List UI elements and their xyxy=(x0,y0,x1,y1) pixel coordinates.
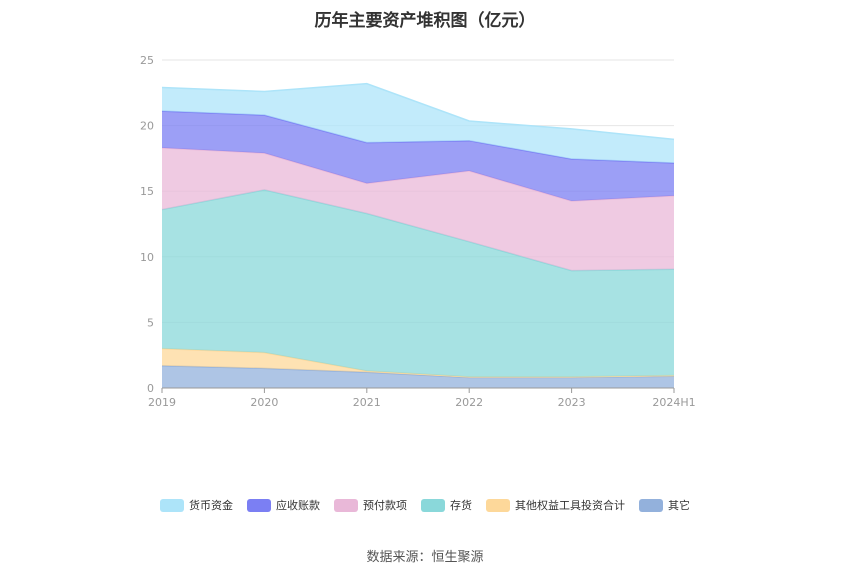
y-tick-label: 5 xyxy=(147,316,154,329)
x-tick-label: 2024H1 xyxy=(652,396,695,409)
stacked-area-chart: 0 5 10 15 20 25 2019 2020 2021 2022 2023 2024H1 xyxy=(140,54,696,409)
legend-swatch xyxy=(160,498,184,512)
legend-item[interactable]: 其它 xyxy=(639,497,690,513)
legend-label: 预付款项 xyxy=(363,499,407,512)
area-series-2 xyxy=(162,189,674,377)
y-tick-label: 25 xyxy=(140,54,154,67)
legend-label: 货币资金 xyxy=(189,499,233,512)
legend-item[interactable]: 其他权益工具投资合计 xyxy=(486,497,625,513)
legend-label: 存货 xyxy=(450,499,472,512)
y-tick-label: 20 xyxy=(140,120,154,133)
legend-swatch xyxy=(639,498,663,512)
legend-item[interactable]: 存货 xyxy=(421,497,472,513)
area-series-4 xyxy=(162,111,674,202)
y-tick-label: 15 xyxy=(140,185,154,198)
area-series-line-5 xyxy=(161,82,675,141)
legend-swatch xyxy=(247,498,271,512)
chart-title: 历年主要资产堆积图（亿元） xyxy=(314,11,536,31)
area-series xyxy=(161,82,675,388)
area-series-3 xyxy=(162,147,674,271)
x-tick-label: 2022 xyxy=(455,396,483,409)
legend-swatch xyxy=(421,498,445,512)
legend-swatch xyxy=(334,498,358,512)
legend: 货币资金 应收账款 预付款项 存货 其他权益工具投资合计 其它 xyxy=(0,497,850,513)
x-tick-label: 2021 xyxy=(353,396,381,409)
legend-item[interactable]: 预付款项 xyxy=(334,497,407,513)
area-series-0 xyxy=(162,365,674,388)
area-series-5 xyxy=(162,83,674,163)
legend-label: 其他权益工具投资合计 xyxy=(515,499,625,512)
axes: 0 5 10 15 20 25 2019 2020 2021 2022 2023 2024H1 xyxy=(140,54,696,409)
legend-item[interactable]: 应收账款 xyxy=(247,497,320,513)
data-source: 数据来源：恒生聚源 xyxy=(366,550,484,565)
x-tick-label: 2023 xyxy=(558,396,586,409)
x-tick-label: 2019 xyxy=(148,396,176,409)
y-tick-label: 0 xyxy=(147,382,154,395)
legend-label: 其它 xyxy=(668,499,690,512)
legend-swatch xyxy=(486,498,510,512)
area-series-1 xyxy=(162,348,674,378)
legend-label: 应收账款 xyxy=(276,499,320,512)
y-tick-label: 10 xyxy=(140,251,154,264)
legend-item[interactable]: 货币资金 xyxy=(160,497,233,513)
x-tick-label: 2020 xyxy=(250,396,278,409)
